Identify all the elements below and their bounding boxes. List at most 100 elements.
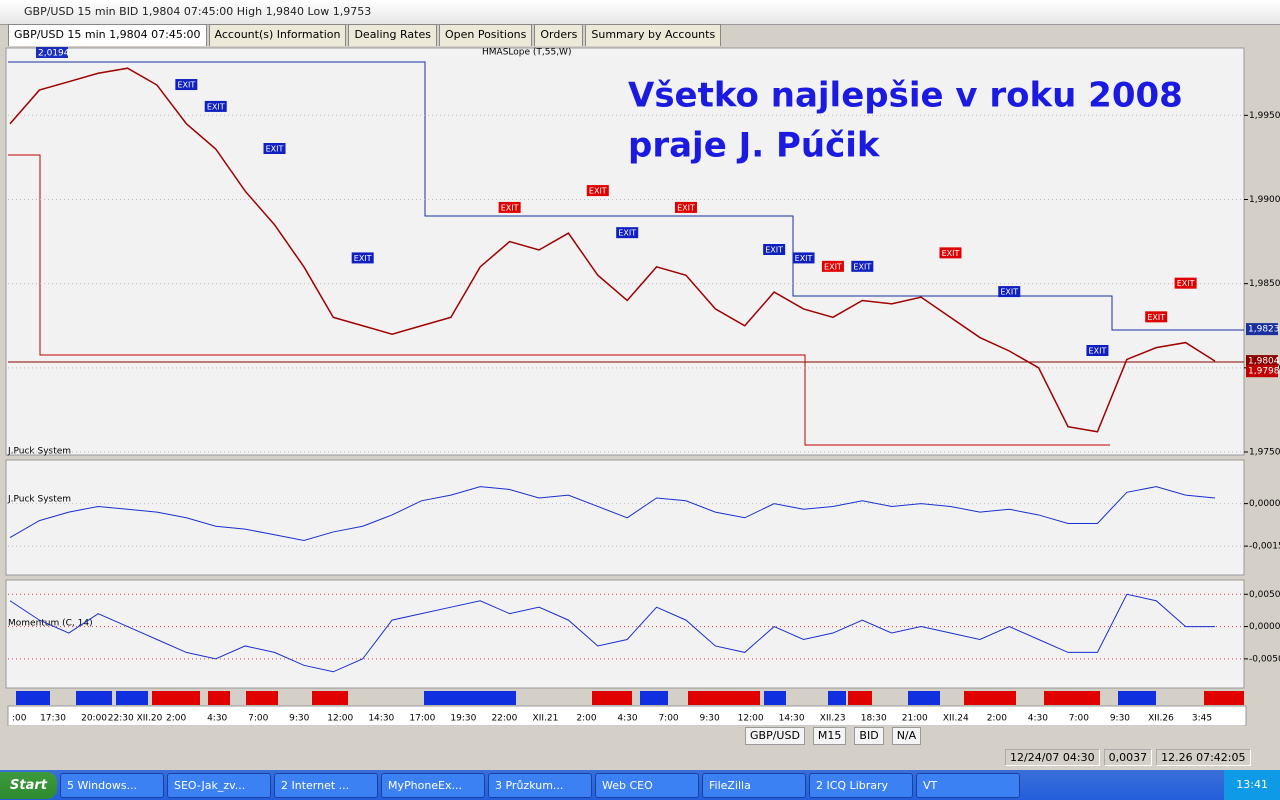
tab[interactable]: Account(s) Information [208, 24, 347, 46]
oscillator-pane [5, 459, 1245, 576]
status-field: 0,0037 [1103, 749, 1153, 766]
tab[interactable]: Open Positions [438, 24, 533, 46]
time-axis [7, 705, 1247, 726]
exit-flag [674, 201, 697, 213]
tab[interactable]: GBP/USD 15 min 1,9804 07:45:00 [8, 24, 207, 46]
toolbar-field[interactable]: M15 [812, 727, 847, 745]
exit-flag [1086, 345, 1109, 356]
taskbar-item[interactable]: Web CEO [594, 772, 699, 798]
x-tick-label: 14:30 [779, 714, 805, 724]
x-tick-label: 4:30 [1028, 714, 1048, 724]
headline: Všetko najlepšie v roku 2008 [628, 76, 1183, 116]
price-marker [1246, 355, 1278, 368]
x-tick-label: 22:30 XII.20 [108, 714, 163, 724]
signal-block [76, 691, 112, 705]
system-label: J.Puck System [7, 447, 71, 457]
x-tick-label: 3:45 [1192, 714, 1212, 724]
clock: 13:41 [1224, 770, 1280, 800]
price-marker [1246, 323, 1278, 336]
taskbar-item[interactable]: SEO-Jak_zv... [166, 772, 271, 798]
x-tick-label: 12:00 [327, 714, 353, 724]
toolbar-field[interactable]: N/A [891, 727, 922, 745]
signal-block [1204, 691, 1244, 705]
taskbar-item[interactable]: 3 Průzkum... [487, 772, 592, 798]
tab[interactable]: Summary by Accounts [585, 24, 722, 46]
exit-flag [763, 244, 786, 255]
signal-block [964, 691, 1016, 705]
x-tick-label: 20:00 [81, 714, 107, 724]
signal-block [246, 691, 278, 705]
oscillator-line [9, 486, 1216, 541]
taskbar-item[interactable]: VT [915, 772, 1020, 798]
taskbar-item[interactable]: 5 Windows... [59, 772, 164, 798]
price-line [9, 67, 1216, 433]
signal-block [424, 691, 516, 705]
range-box [8, 154, 1110, 446]
exit-label: EXIT [795, 254, 813, 263]
x-tick-label: :00 [12, 714, 27, 724]
taskbar-item[interactable]: 2 Internet ... [273, 772, 378, 798]
y-tick-label: 1,9750 [1249, 448, 1280, 458]
exit-label: EXIT [501, 203, 519, 212]
y-tick-label: -0,0050 [1249, 654, 1280, 664]
x-tick-label: XII.26 [1148, 714, 1174, 724]
x-tick-label: 2:00 [987, 714, 1007, 724]
signal-block [312, 691, 348, 705]
exit-label: EXIT [765, 246, 783, 255]
exit-label: EXIT [824, 262, 842, 271]
indicator-label: HMASLope (T,55,W) [482, 48, 571, 58]
signal-block [688, 691, 760, 705]
x-tick-label: 7:00 [658, 714, 678, 724]
signal-block [848, 691, 872, 705]
title-bar: GBP/USD 15 min BID 1,9804 07:45:00 High … [0, 0, 1280, 25]
taskbar-item[interactable]: FileZilla [701, 772, 806, 798]
status-bar: 12/24/07 04:30 0,0037 12.26 07:42:05 [1005, 749, 1251, 766]
taskbar-item[interactable]: MyPhoneEx... [380, 772, 485, 798]
x-tick-label: 17:30 [40, 714, 66, 724]
y-tick-label: 0,0050 [1249, 590, 1280, 600]
taskbar-item[interactable]: 2 ICQ Library [808, 772, 913, 798]
signal-block [828, 691, 846, 705]
x-tick-label: 18:30 [861, 714, 887, 724]
x-tick-label: 4:30 [617, 714, 637, 724]
exit-label: EXIT [1089, 347, 1107, 356]
exit-label: EXIT [1000, 288, 1018, 297]
toolbar-field[interactable]: BID [854, 727, 884, 745]
tab[interactable]: Orders [534, 24, 584, 46]
price-marker [1246, 365, 1278, 378]
exit-flag [792, 252, 815, 264]
exit-flag [586, 185, 609, 197]
exit-label: EXIT [266, 145, 284, 154]
y-tick-label: -0,0015 [1249, 542, 1280, 552]
signal-block [152, 691, 200, 705]
signal-block [1118, 691, 1156, 705]
status-field: 12.26 07:42:05 [1156, 749, 1251, 766]
x-tick-label: 14:30 [368, 714, 394, 724]
tabs: GBP/USD 15 min 1,9804 07:45:00 Account(s)… [0, 24, 1280, 46]
headline: praje J. Púčik [628, 126, 881, 166]
toolbar-field[interactable]: GBP/USD [745, 727, 805, 745]
x-tick-label: XII.21 [533, 714, 559, 724]
x-tick-label: XII.23 [820, 714, 846, 724]
x-tick-label: 22:00 [491, 714, 517, 724]
x-tick-label: 21:00 [902, 714, 928, 724]
exit-flag [263, 143, 286, 154]
start-button[interactable]: Start [0, 771, 57, 799]
y-tick-label: 1,9900 [1249, 195, 1280, 205]
toolbar: GBP/USD M15 BID N/A [745, 727, 922, 745]
exit-flag [851, 260, 874, 272]
exit-flag [821, 260, 844, 272]
tab[interactable]: Dealing Rates [348, 24, 437, 46]
signal-block [908, 691, 940, 705]
x-tick-label: XII.24 [943, 714, 969, 724]
x-tick-label: 19:30 [450, 714, 476, 724]
y-tick-label: 0,0000 [1249, 499, 1280, 509]
exit-flag [498, 201, 521, 213]
taskbar: Start 5 Windows... SEO-Jak_zv... 2 Internet… [0, 770, 1280, 800]
signal-block [208, 691, 230, 705]
chart: Všetko najlepšie v roku 2008 praje J. Pú… [0, 46, 1280, 726]
price-marker-label: 1,9804 [1248, 357, 1280, 367]
exit-label: EXIT [354, 254, 372, 263]
top-label: 2,0194 [38, 49, 70, 59]
